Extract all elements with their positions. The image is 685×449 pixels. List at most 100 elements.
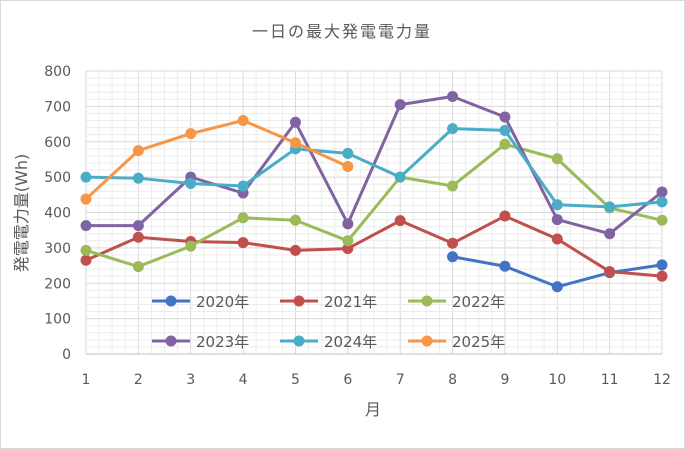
data-point [289,116,301,128]
x-tick-label: 1 [82,372,91,388]
x-tick-label: 12 [653,372,671,388]
legend-label: 2024年 [324,333,377,351]
legend-label: 2022年 [452,293,505,311]
x-axis-label: 月 [365,400,381,419]
legend-swatch-marker [421,295,433,307]
data-point [237,115,249,127]
series-line [85,127,663,209]
chart-title: 一日の最大発電電力量 [252,22,432,41]
legend-item: 2021年 [280,293,377,311]
legend-item: 2020年 [152,293,249,311]
data-point [499,260,511,272]
data-point [499,111,511,123]
x-tick-label: 8 [448,372,457,388]
legend-swatch-marker [293,335,305,347]
data-point [132,145,144,157]
x-tick-label: 9 [500,372,509,388]
data-point [237,212,249,224]
data-point [342,147,354,159]
legend-item: 2023年 [152,333,249,351]
data-point [447,90,459,102]
data-point [132,172,144,184]
data-point [656,214,668,226]
y-axis-label: 発電電力量(Wh) [12,154,31,272]
series-2021年 [80,210,668,282]
data-point [447,123,459,135]
y-tick-label: 200 [44,276,71,292]
series-2025年 [80,115,354,205]
legend-item: 2022年 [408,293,505,311]
data-point [185,128,197,140]
legend-item: 2025年 [408,333,505,351]
data-point [499,210,511,222]
data-point [551,281,563,293]
data-point [342,235,354,247]
data-point [551,233,563,245]
data-point [447,251,459,263]
data-point [604,228,616,240]
data-point [132,231,144,243]
data-point [80,220,92,232]
data-point [289,244,301,256]
data-point [342,161,354,173]
data-point [394,99,406,111]
data-point [447,237,459,249]
legend-label: 2020年 [196,293,249,311]
data-point [80,171,92,183]
series-line [85,142,663,269]
x-tick-label: 11 [601,372,619,388]
data-point [394,215,406,227]
x-tick-label: 2 [134,372,143,388]
legend: 2020年 2021年 2022年 2023年 2024年 2025年 [152,293,505,351]
plot-grid [85,70,663,355]
x-tick-label: 3 [186,372,195,388]
y-tick-label: 300 [44,241,71,257]
data-point [656,270,668,282]
series-line [84,119,349,201]
legend-swatch-marker [165,335,177,347]
y-tick-label: 400 [44,206,71,222]
legend-label: 2023年 [196,333,249,351]
legend-swatch-marker [293,295,305,307]
data-point [289,137,301,149]
data-point [447,180,459,192]
legend-label: 2025年 [452,333,505,351]
data-point [656,259,668,271]
data-point [237,180,249,192]
data-point [132,220,144,232]
data-point [132,261,144,273]
y-tick-label: 100 [44,312,71,328]
series-2024年 [80,123,668,213]
data-point [342,218,354,230]
y-tick-label: 800 [44,64,71,80]
x-tick-label: 6 [343,372,352,388]
series-line [85,214,663,278]
data-point [604,201,616,213]
legend-swatch-marker [165,295,177,307]
legend-item: 2024年 [280,333,377,351]
data-point [289,214,301,226]
x-tick-label: 7 [396,372,405,388]
y-tick-label: 500 [44,170,71,186]
y-tick-label: 0 [62,347,71,363]
x-tick-labels: 1 2 3 4 5 6 7 8 9 10 11 12 [82,372,671,388]
data-point [185,177,197,189]
x-tick-label: 10 [548,372,566,388]
data-point [551,214,563,226]
legend-swatch-marker [421,335,433,347]
y-tick-label: 700 [44,99,71,115]
y-tick-labels: 0 100 200 300 400 500 600 700 800 [44,64,71,363]
data-point [237,237,249,249]
x-tick-label: 4 [239,372,248,388]
data-point [656,196,668,208]
data-point [80,193,92,205]
data-point [551,199,563,211]
data-point [80,254,92,266]
data-point [80,244,92,256]
data-point [342,243,354,255]
series-group [80,90,668,293]
x-tick-label: 5 [291,372,300,388]
data-point [656,186,668,198]
legend-label: 2021年 [324,293,377,311]
